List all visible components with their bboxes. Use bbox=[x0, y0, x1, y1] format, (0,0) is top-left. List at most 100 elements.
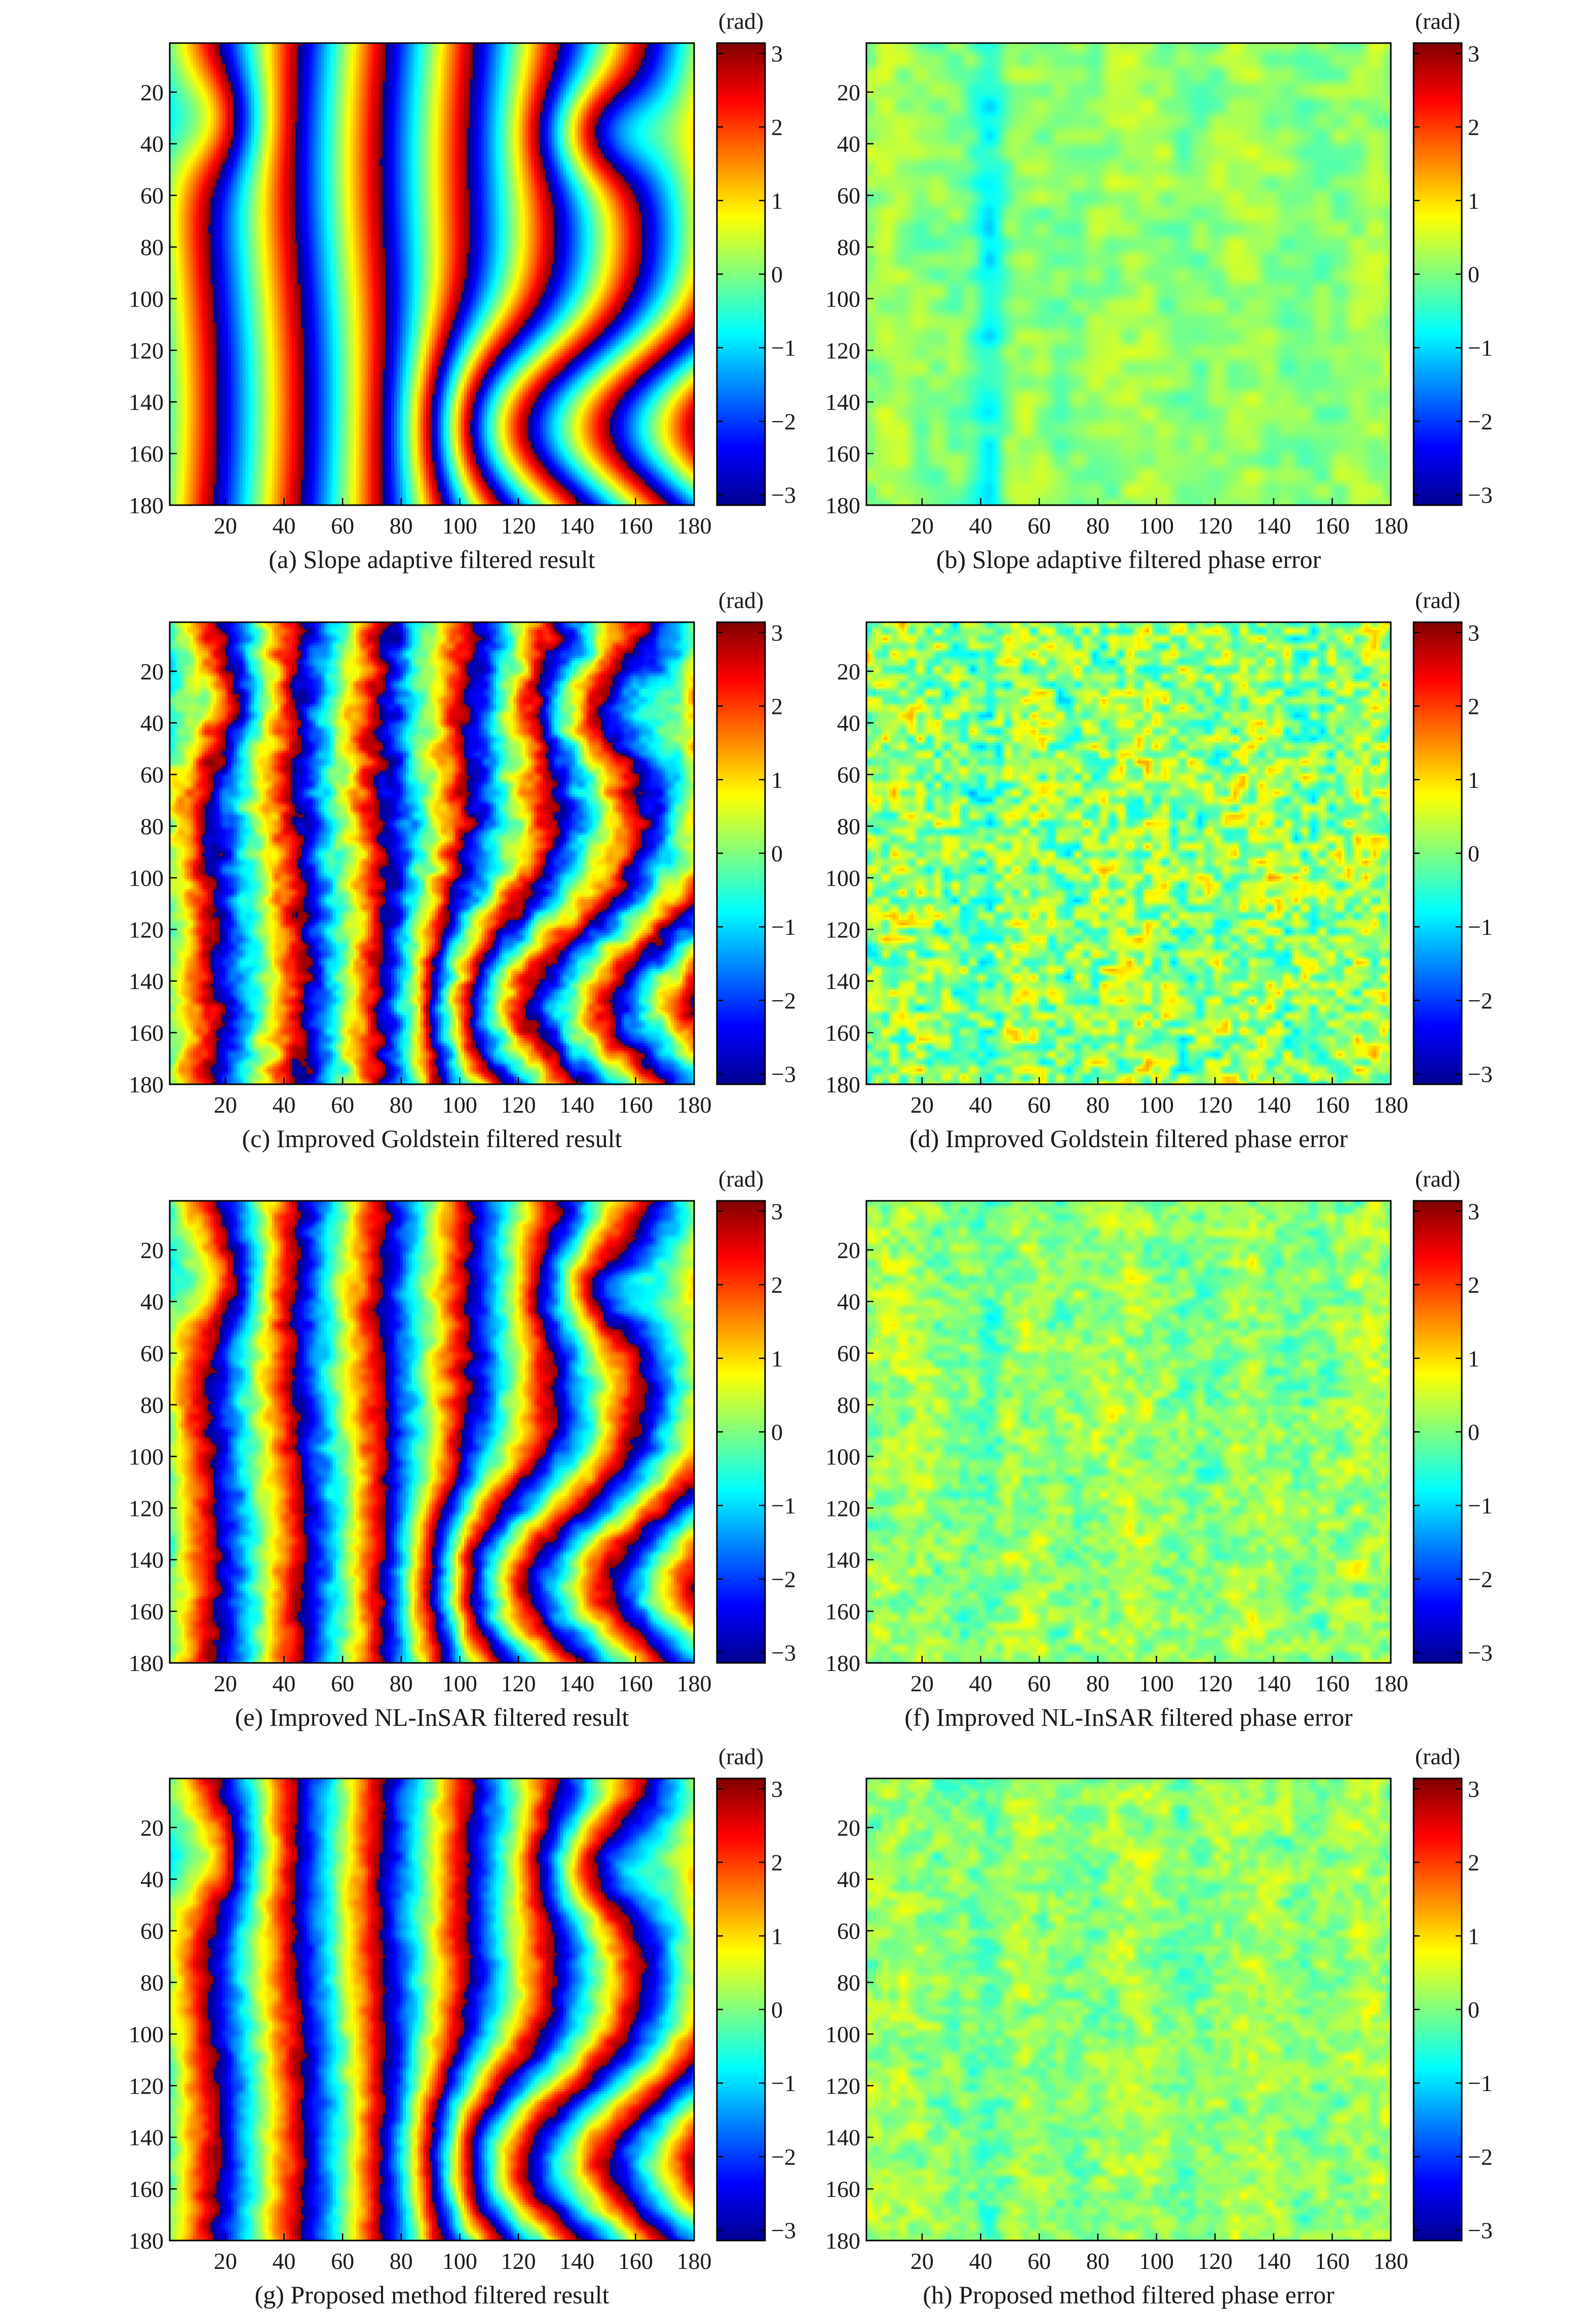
colorbar-h bbox=[1413, 1777, 1463, 2242]
y-tick-label: 100 bbox=[825, 2021, 860, 2047]
colorbar-tick-label: 0 bbox=[1468, 1419, 1479, 1445]
panel-caption-c: (c) Improved Goldstein filtered result bbox=[242, 1124, 622, 1153]
y-tick-label: 120 bbox=[129, 337, 164, 363]
y-tick-label: 20 bbox=[837, 80, 860, 105]
y-tick-label: 60 bbox=[140, 762, 164, 788]
plot-frame-h bbox=[865, 1777, 1392, 2242]
y-tick-label: 160 bbox=[129, 1020, 164, 1046]
y-tick-label: 60 bbox=[140, 1918, 164, 1944]
colorbar-b bbox=[1413, 42, 1463, 506]
x-tick-label: 160 bbox=[618, 1092, 653, 1118]
y-tick-label: 100 bbox=[825, 865, 860, 891]
colorbar-tick-label: 3 bbox=[1468, 620, 1479, 646]
y-tick-label: 140 bbox=[825, 1547, 860, 1573]
panel-c: 20 40 60 80 100 120 140 160 18020406080100120140… bbox=[129, 587, 796, 1153]
x-tick-label: 80 bbox=[1086, 1092, 1110, 1118]
y-tick-label: 180 bbox=[129, 492, 164, 518]
heatmap-image-g bbox=[170, 1778, 694, 2241]
colorbar-tick-label: −2 bbox=[771, 988, 796, 1013]
colorbar-tick-label: 1 bbox=[1468, 1346, 1479, 1372]
y-tick-label: 180 bbox=[129, 1072, 164, 1097]
heatmap-image-e bbox=[170, 1201, 694, 1663]
panel-caption-b: (b) Slope adaptive filtered phase error bbox=[936, 545, 1321, 574]
colorbar-a bbox=[716, 42, 766, 506]
colorbar-tick-label: 2 bbox=[1468, 694, 1479, 719]
x-tick-label: 180 bbox=[677, 1671, 712, 1696]
x-tick-label: 20 bbox=[910, 1092, 934, 1118]
y-tick-label: 120 bbox=[129, 917, 164, 942]
colorbar-c bbox=[716, 621, 766, 1085]
y-tick-label: 80 bbox=[140, 1970, 164, 1996]
x-tick-label: 140 bbox=[1256, 513, 1291, 539]
colorbar-tick-label: −1 bbox=[771, 1493, 796, 1519]
y-tick-label: 100 bbox=[129, 286, 164, 312]
y-tick-label: 180 bbox=[129, 2228, 164, 2254]
colorbar-tick-label: 1 bbox=[1468, 188, 1479, 214]
x-tick-label: 100 bbox=[1139, 1092, 1174, 1118]
x-tick-label: 60 bbox=[1028, 1092, 1051, 1118]
x-tick-label: 180 bbox=[677, 1092, 712, 1118]
colorbar-tick-label: 1 bbox=[771, 1346, 783, 1372]
x-tick-label: 180 bbox=[1374, 1092, 1409, 1118]
y-tick-label: 120 bbox=[825, 1495, 860, 1521]
panel-caption-e: (e) Improved NL-InSAR filtered result bbox=[235, 1703, 629, 1731]
y-tick-label: 120 bbox=[129, 1495, 164, 1521]
colorbar-tick-label: 3 bbox=[1468, 41, 1479, 66]
colorbar-unit-label: (rad) bbox=[1415, 587, 1460, 613]
panel-caption-h: (h) Proposed method filtered phase error bbox=[923, 2281, 1335, 2309]
colorbar-tick-label: 1 bbox=[771, 188, 783, 214]
x-tick-label: 20 bbox=[910, 513, 934, 539]
plot-frame-e bbox=[169, 1200, 695, 1664]
x-tick-label: 100 bbox=[442, 2248, 477, 2274]
x-tick-label: 100 bbox=[442, 1092, 477, 1118]
panels-layer: 20 40 60 80 100 120 140 160 18020406080100120140… bbox=[129, 8, 1493, 2309]
colorbar-tick-label: −1 bbox=[771, 335, 796, 361]
panel-g: 20 40 60 80 100 120 140 160 18020406080100120140… bbox=[129, 1743, 796, 2309]
x-tick-label: 20 bbox=[214, 2248, 237, 2274]
colorbar-unit-label: (rad) bbox=[718, 8, 764, 34]
y-tick-label: 40 bbox=[837, 1867, 860, 1892]
y-tick-label: 160 bbox=[129, 1599, 164, 1624]
x-tick-label: 60 bbox=[331, 513, 354, 539]
x-tick-label: 60 bbox=[1028, 1671, 1051, 1696]
y-tick-label: 160 bbox=[825, 2176, 860, 2202]
x-tick-label: 100 bbox=[1139, 513, 1174, 539]
x-tick-label: 140 bbox=[1256, 2248, 1291, 2274]
y-tick-label: 40 bbox=[837, 1289, 860, 1315]
colorbar-tick-label: 0 bbox=[771, 841, 783, 866]
heatmap-image-b bbox=[866, 43, 1391, 505]
x-tick-label: 100 bbox=[1139, 1671, 1174, 1696]
y-tick-label: 140 bbox=[825, 389, 860, 415]
panel-a: 20 40 60 80 100 120 140 160 18020406080100120140… bbox=[129, 8, 796, 574]
colorbar-tick-label: −3 bbox=[1468, 1640, 1493, 1666]
y-tick-label: 100 bbox=[129, 865, 164, 891]
colorbar-tick-label: −3 bbox=[1468, 1061, 1493, 1087]
heatmap-image-f bbox=[866, 1201, 1391, 1663]
x-tick-label: 20 bbox=[214, 1092, 237, 1118]
colorbar-tick-label: 1 bbox=[1468, 767, 1479, 793]
colorbar-g bbox=[716, 1777, 766, 2242]
y-tick-label: 120 bbox=[825, 2073, 860, 2099]
colorbar-tick-label: −1 bbox=[1468, 914, 1493, 940]
y-tick-label: 180 bbox=[825, 492, 860, 518]
y-tick-label: 160 bbox=[825, 441, 860, 467]
x-tick-label: 180 bbox=[1374, 2248, 1409, 2274]
colorbar-unit-label: (rad) bbox=[718, 587, 764, 613]
colorbar-unit-label: (rad) bbox=[1415, 8, 1460, 34]
panel-caption-a: (a) Slope adaptive filtered result bbox=[269, 545, 595, 574]
x-tick-label: 120 bbox=[1198, 1092, 1233, 1118]
y-tick-label: 180 bbox=[825, 1650, 860, 1676]
x-tick-label: 20 bbox=[214, 513, 237, 539]
colorbar-unit-label: (rad) bbox=[718, 1166, 764, 1192]
heatmap-image-d bbox=[866, 622, 1391, 1084]
colorbar-tick-label: 3 bbox=[771, 1776, 783, 1802]
colorbar-tick-label: −2 bbox=[1468, 988, 1493, 1013]
colorbar-tick-label: 0 bbox=[771, 1419, 783, 1445]
x-tick-label: 40 bbox=[273, 1092, 296, 1118]
colorbar-tick-label: 2 bbox=[771, 1850, 783, 1876]
colorbar-tick-label: −2 bbox=[1468, 2144, 1493, 2170]
x-tick-label: 180 bbox=[677, 2248, 712, 2274]
colorbar-tick-label: −1 bbox=[771, 2070, 796, 2096]
plot-frame-c bbox=[169, 621, 695, 1085]
